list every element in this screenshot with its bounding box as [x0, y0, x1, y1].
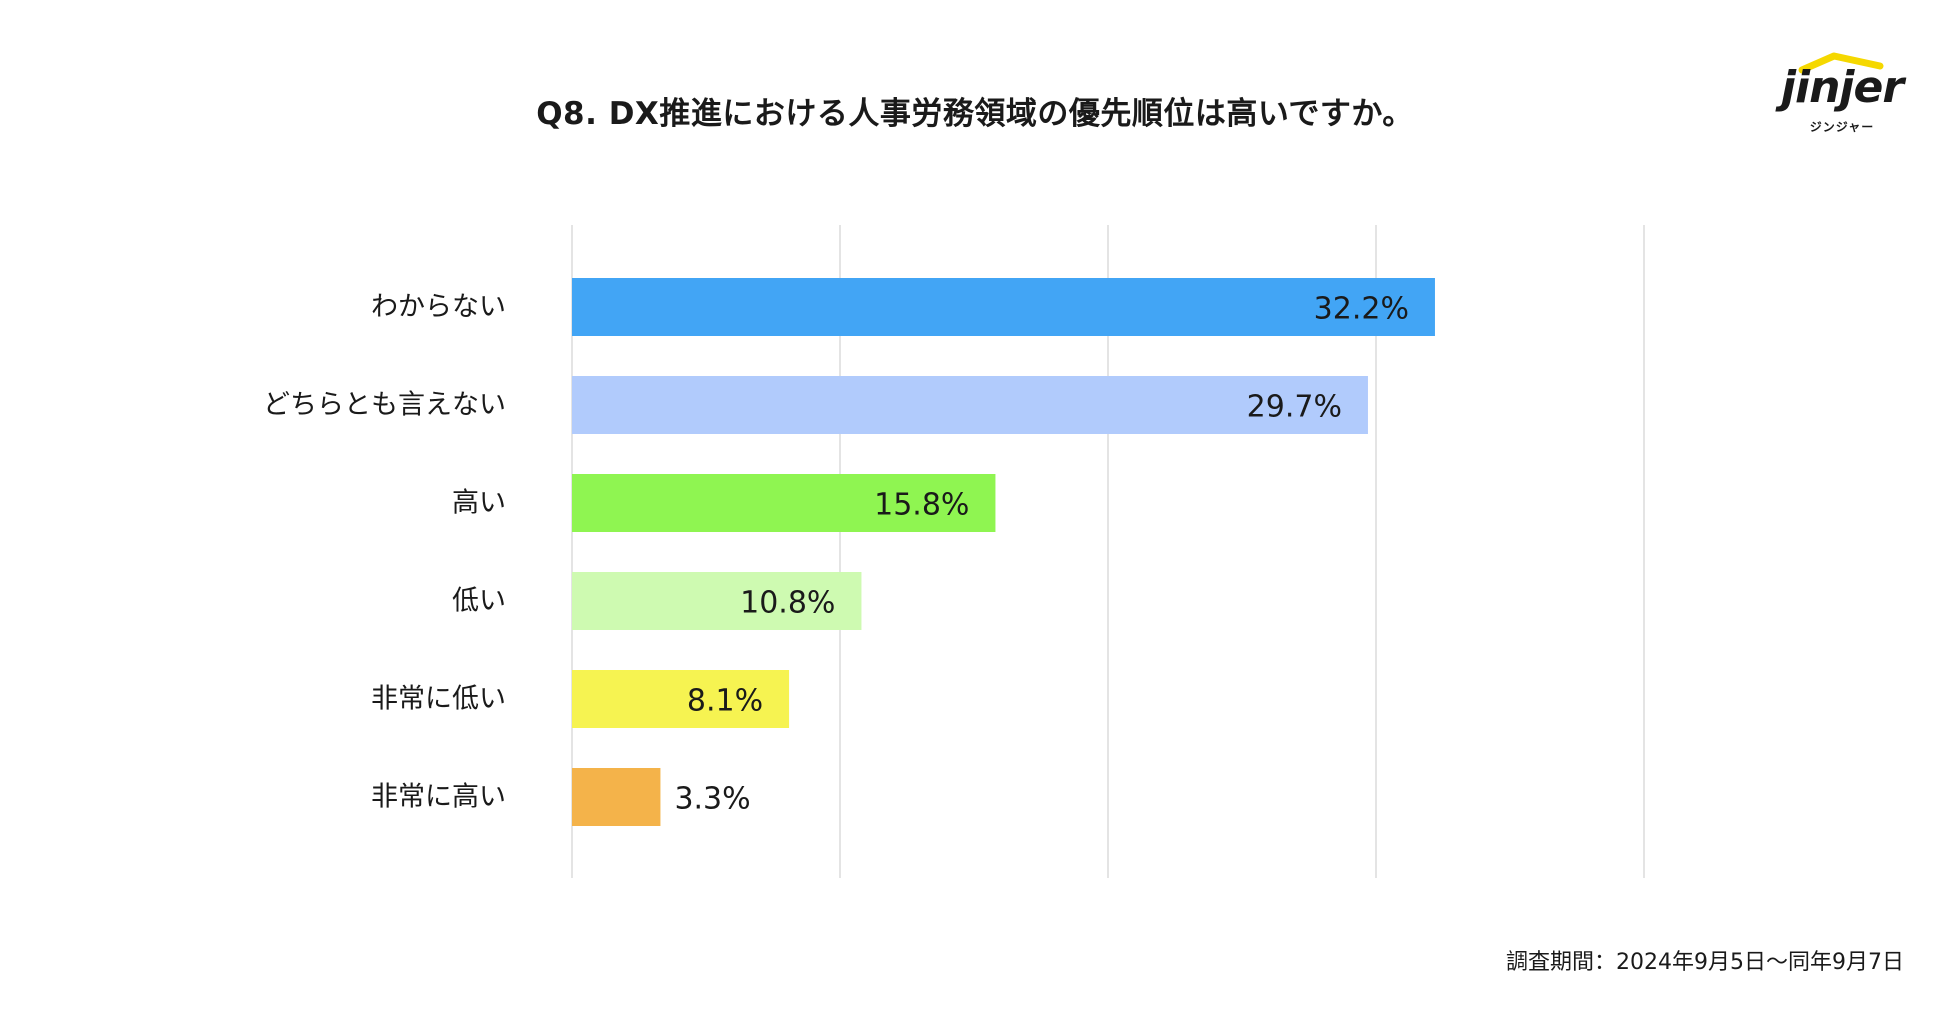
- category-label-2: 高い: [452, 488, 506, 519]
- logo-wordmark: jinjer: [1780, 62, 1904, 113]
- category-label-5: 非常に高い: [371, 782, 506, 813]
- value-label-2: 15.8%: [874, 488, 969, 523]
- value-label-3: 10.8%: [740, 586, 835, 621]
- value-label-1: 29.7%: [1247, 390, 1342, 425]
- category-label-4: 非常に低い: [371, 684, 506, 715]
- category-label-3: 低い: [452, 586, 506, 617]
- bar-4: [572, 670, 790, 728]
- value-label-0: 32.2%: [1314, 292, 1409, 327]
- chart-title: Q8. DX推進における人事労務領域の優先順位は高いですか。: [536, 96, 1414, 132]
- bar-2: [572, 474, 996, 532]
- logo-roof-icon: [1798, 52, 1884, 74]
- bar-0: [572, 278, 1435, 336]
- jinjer-logo: jinjer ジンジャー: [1772, 48, 1912, 138]
- logo-subtext: ジンジャー: [1809, 120, 1875, 134]
- value-labels: 32.2% 29.7% 15.8% 10.8% 8.1% 3.3%: [674, 292, 1409, 817]
- category-label-1: どちらとも言えない: [263, 390, 506, 421]
- value-label-5: 3.3%: [674, 782, 750, 817]
- survey-period-note: 調査期間：2024年9月5日〜同年9月7日: [1506, 950, 1904, 975]
- bar-1: [572, 376, 1368, 434]
- value-label-4: 8.1%: [687, 684, 763, 719]
- bar-5: [572, 768, 661, 826]
- bars: [572, 278, 1435, 826]
- category-label-0: わからない: [371, 292, 506, 323]
- bar-3: [572, 572, 862, 630]
